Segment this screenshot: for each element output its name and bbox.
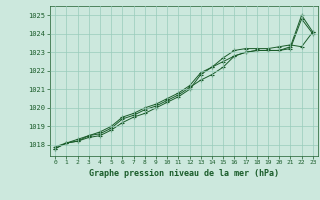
X-axis label: Graphe pression niveau de la mer (hPa): Graphe pression niveau de la mer (hPa) xyxy=(89,169,279,178)
